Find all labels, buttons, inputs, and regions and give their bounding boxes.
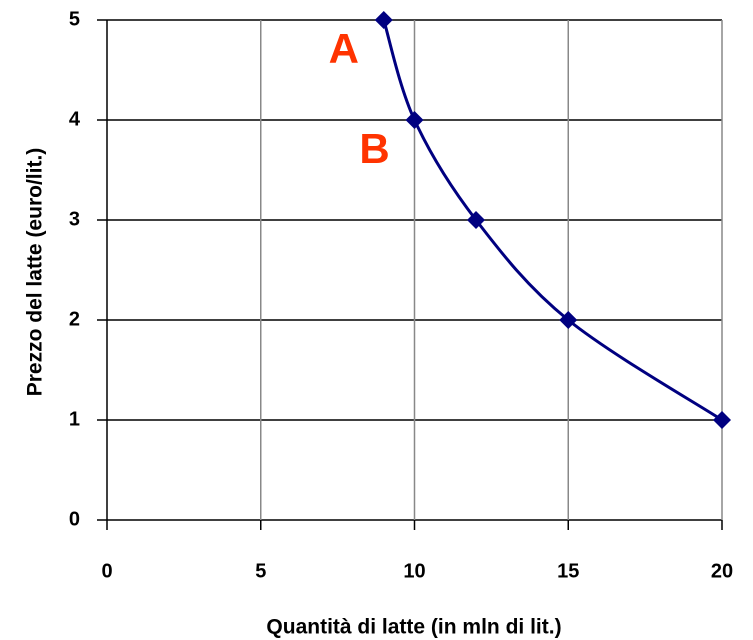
x-tick-label: 20 — [711, 560, 733, 582]
annotation: B — [359, 125, 389, 172]
marker — [374, 11, 393, 29]
x-tick-label: 10 — [403, 560, 425, 582]
y-tick-label: 0 — [69, 508, 80, 530]
x-tick-label: 5 — [255, 560, 266, 582]
y-tick-label: 1 — [69, 408, 80, 430]
marker — [405, 111, 424, 129]
x-tick-label: 15 — [557, 560, 579, 582]
y-tick-label: 4 — [69, 108, 81, 130]
x-axis-title: Quantità di latte (in mln di lit.) — [266, 616, 561, 639]
marker — [713, 411, 731, 429]
marker — [559, 311, 578, 329]
annotation: A — [329, 25, 359, 72]
y-tick-label: 5 — [69, 8, 80, 30]
y-axis-title: Prezzo del latte (euro/lit.) — [24, 148, 47, 397]
line — [382, 19, 723, 422]
x-tick-label: 0 — [101, 560, 112, 582]
marker — [467, 211, 485, 229]
y-tick-label: 3 — [69, 208, 80, 230]
y-tick-label: 2 — [69, 308, 80, 330]
